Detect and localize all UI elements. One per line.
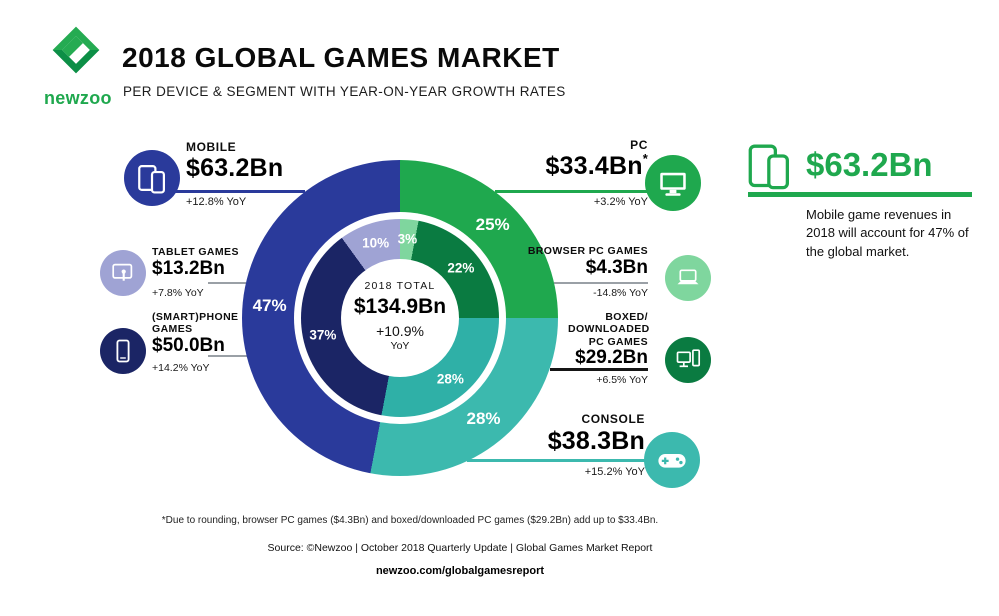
newzoo-diamond-icon [52, 26, 100, 74]
boxed-label: BOXED/ DOWNLOADED PC GAMES [568, 311, 650, 348]
newzoo-wordmark: newzoo [44, 88, 112, 108]
boxed-pc-icon [665, 337, 711, 383]
gamepad-icon [658, 454, 686, 468]
mobile-value: $63.2Bn [186, 154, 284, 182]
mobile-icon [124, 150, 180, 206]
donut-center: 2018 TOTAL $134.9Bn +10.9% YoY [341, 259, 459, 377]
newzoo-logo: newzoo [44, 24, 112, 109]
console-icon [644, 432, 700, 488]
total-growth: +10.9% [376, 323, 424, 339]
segment-label-pc: 25% [475, 215, 510, 235]
tablet-label: TABLET GAMES [152, 246, 239, 258]
segment-label-console: 28% [436, 371, 464, 387]
donut-chart: 2018 TOTAL $134.9Bn +10.9% YoY 25% 28% 47%… [242, 160, 558, 476]
segment-label-console: 28% [466, 408, 501, 428]
tablet-icon [100, 250, 146, 296]
segment-label-boxed-pc: 22% [447, 260, 475, 276]
segment-label-tablet: 10% [362, 235, 390, 251]
page-title: 2018 GLOBAL GAMES MARKET [122, 42, 560, 73]
total-growth-unit: YoY [390, 340, 410, 352]
connector-console [467, 459, 645, 462]
browser-pc-icon [665, 255, 711, 301]
smartphone-label: (SMART)PHONE GAMES [152, 311, 239, 336]
connector-browser [554, 282, 648, 284]
boxed-growth: +6.5% YoY [596, 374, 648, 386]
pc-label: PC [630, 138, 648, 152]
tablet-growth: +7.8% YoY [152, 287, 204, 299]
segment-label-mobile: 47% [252, 295, 287, 315]
highlight-underline [748, 192, 972, 197]
footnote: *Due to rounding, browser PC games ($4.3… [161, 515, 659, 526]
browser-label: BROWSER PC GAMES [527, 245, 648, 257]
tablet-value: $13.2Bn [152, 258, 225, 279]
pc-icon [645, 155, 701, 211]
console-growth: +15.2% YoY [584, 466, 645, 478]
pc-value-text: $33.4Bn [545, 152, 643, 180]
pc-asterisk: * [642, 151, 648, 166]
browser-value: $4.3Bn [585, 257, 648, 278]
highlight-value: $63.2Bn [806, 146, 933, 183]
pc-value: $33.4Bn* [545, 152, 648, 181]
segment-label-browser-pc: 3% [397, 231, 418, 247]
desktop-tower-icon [676, 349, 701, 368]
report-url-link[interactable]: newzoo.com/globalgamesreport [375, 565, 545, 577]
smartphone-value: $50.0Bn [152, 335, 225, 356]
console-value: $38.3Bn [547, 427, 645, 455]
connector-tablet [208, 282, 246, 284]
segment-label-smartphone: 37% [309, 327, 337, 343]
phone-and-tablet-icon [138, 164, 166, 194]
smartphone-glyph-icon [116, 339, 130, 363]
smartphone-growth: +14.2% YoY [152, 362, 210, 374]
console-label: CONSOLE [581, 412, 645, 426]
total-label: 2018 TOTAL [364, 280, 436, 292]
two-phones-icon [748, 144, 789, 190]
source-line: Source: ©Newzoo | October 2018 Quarterly… [267, 542, 653, 554]
smartphone-icon [100, 328, 146, 374]
laptop-icon [677, 269, 699, 285]
connector-boxed [550, 368, 648, 371]
mobile-label: MOBILE [186, 140, 237, 154]
boxed-value: $29.2Bn [575, 347, 648, 368]
mobile-growth: +12.8% YoY [186, 196, 247, 208]
browser-growth: -14.8% YoY [593, 287, 648, 299]
page-subtitle: PER DEVICE & SEGMENT WITH YEAR-ON-YEAR G… [123, 84, 566, 99]
pc-growth: +3.2% YoY [593, 196, 648, 208]
desktop-monitor-icon [660, 172, 686, 196]
tablet-touch-icon [112, 263, 133, 281]
total-value: $134.9Bn [353, 295, 447, 318]
highlight-text: Mobile game revenues in 2018 will accoun… [806, 207, 969, 259]
connector-mobile [130, 190, 305, 193]
connector-pc [495, 190, 648, 193]
connector-smartphone [208, 355, 247, 357]
